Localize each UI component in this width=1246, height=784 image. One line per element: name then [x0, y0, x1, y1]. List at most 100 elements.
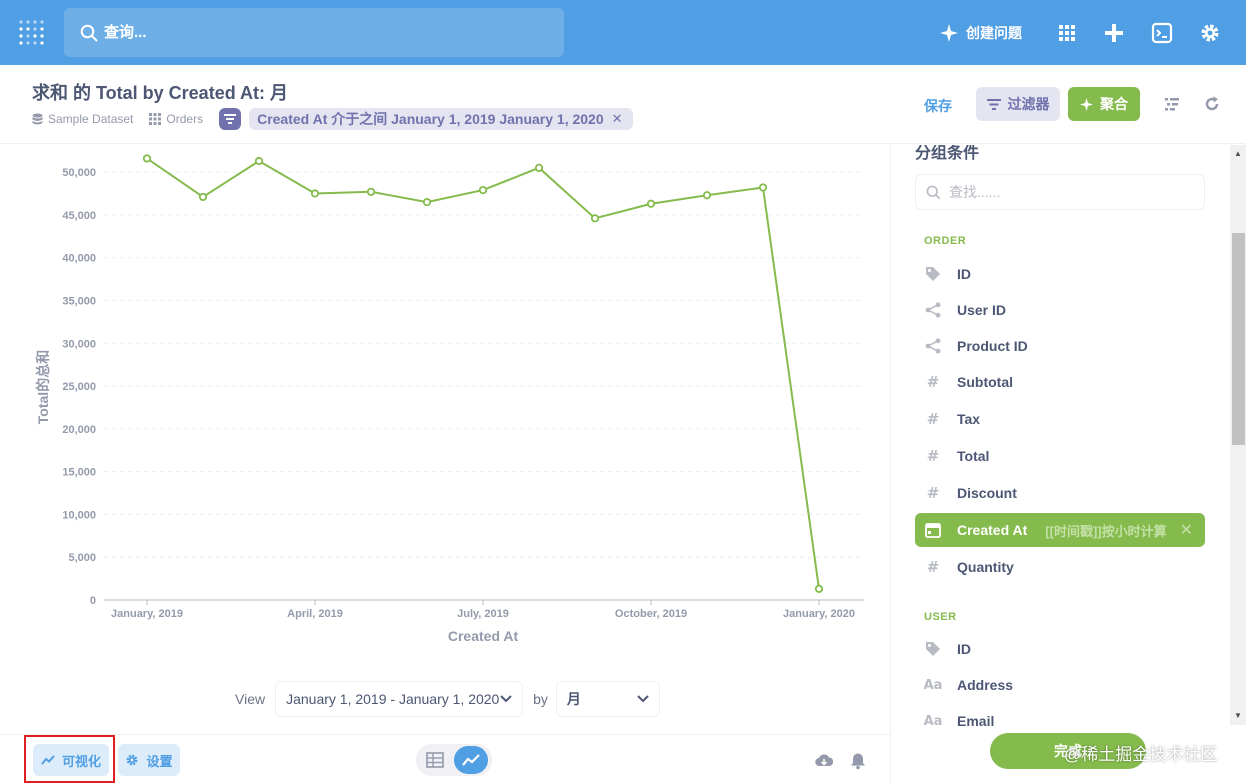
y-tick-label: 25,000 — [62, 381, 96, 393]
breadcrumb-dataset[interactable]: Sample Dataset — [32, 112, 133, 126]
time-unit-select[interactable]: 月 — [555, 681, 660, 717]
y-tick-label: 40,000 — [62, 253, 96, 265]
download-icon[interactable] — [815, 752, 833, 770]
new-question-button[interactable]: 创建问题 — [940, 21, 1022, 45]
string-icon: Aa — [923, 677, 943, 693]
field-label: ID — [957, 641, 971, 657]
sql-editor-icon[interactable] — [1151, 22, 1173, 44]
plus-icon[interactable] — [1103, 22, 1125, 44]
data-point — [310, 189, 320, 198]
page-title: 求和 的 Total by Created At: 月 — [32, 83, 289, 103]
summarize-button[interactable]: 聚合 — [1068, 87, 1140, 121]
refresh-icon[interactable] — [1204, 96, 1220, 112]
database-icon — [32, 113, 43, 125]
field-label: Product ID — [957, 338, 1028, 354]
chart-area: 0 5,000 10,000 15,000 20,000 25,000 30,000 35,0… — [0, 145, 890, 735]
field-label: Tax — [957, 411, 981, 427]
settings-button[interactable]: 设置 — [118, 744, 180, 776]
filter-icon — [986, 98, 1001, 110]
field-order-total[interactable]: # Total — [915, 439, 1205, 473]
tag-icon — [923, 265, 943, 283]
grid-apps-icon[interactable] — [1056, 22, 1078, 44]
section-user: USER — [924, 611, 957, 623]
y-tick-label: 50,000 — [62, 167, 96, 179]
tag-icon — [923, 640, 943, 658]
save-button[interactable]: 保存 — [924, 98, 952, 114]
visualization-button[interactable]: 可视化 — [33, 744, 109, 776]
field-user-address[interactable]: Aa Address — [915, 668, 1205, 702]
breadcrumb-table[interactable]: Orders — [149, 112, 203, 126]
data-point — [254, 156, 264, 166]
dataset-name: Sample Dataset — [48, 112, 134, 126]
date-range-value: January 1, 2019 - January 1, 2020 — [286, 691, 500, 707]
field-order-id[interactable]: ID — [915, 257, 1205, 291]
connections-icon — [923, 337, 943, 355]
field-label: Discount — [957, 485, 1017, 501]
field-order-discount[interactable]: # Discount — [915, 476, 1205, 510]
global-search[interactable] — [64, 8, 564, 57]
sparkle-icon — [1080, 97, 1093, 111]
table-icon[interactable] — [426, 751, 444, 769]
notebook-editor-icon[interactable] — [1164, 96, 1180, 112]
connections-icon — [923, 301, 943, 319]
field-order-created-at[interactable]: Created At [[时间戳]]按小时计算 ✕ — [915, 513, 1205, 547]
filter-button[interactable]: 过滤器 — [976, 87, 1060, 121]
field-order-quantity[interactable]: # Quantity — [915, 550, 1205, 584]
string-icon: Aa — [923, 713, 943, 729]
y-tick-label: 45,000 — [62, 210, 96, 222]
series-line — [146, 157, 820, 590]
x-tick-label: April, 2019 — [287, 608, 343, 620]
y-tick-label: 5,000 — [68, 552, 96, 564]
data-point — [758, 183, 768, 192]
line-chart[interactable]: 0 5,000 10,000 15,000 20,000 25,000 30,000 35,0… — [0, 145, 890, 665]
top-nav: 创建问题 — [0, 0, 1246, 65]
bell-icon[interactable] — [849, 752, 867, 770]
chevron-down-icon — [637, 695, 649, 703]
field-label: User ID — [957, 302, 1007, 318]
line-chart-icon — [462, 754, 480, 766]
field-label: Total — [957, 448, 990, 464]
field-order-user-id[interactable]: User ID — [915, 293, 1205, 327]
gear-icon[interactable] — [1199, 22, 1221, 44]
chart-toggle[interactable] — [454, 746, 488, 774]
data-point — [478, 185, 488, 195]
temporal-bucket[interactable]: [[时间戳]]按小时计算 — [1045, 523, 1167, 539]
scroll-thumb[interactable] — [1232, 233, 1245, 445]
sidebar-scrollbar[interactable]: ▲ ▼ — [1230, 145, 1246, 725]
search-input[interactable] — [104, 24, 544, 41]
filter-pill[interactable]: Created At 介于之间 January 1, 2019 January … — [249, 108, 633, 130]
data-point — [198, 192, 208, 202]
y-tick-label: 0 — [90, 595, 96, 607]
scroll-down-arrow[interactable]: ▼ — [1234, 711, 1242, 720]
close-icon[interactable]: ✕ — [611, 111, 623, 126]
sidebar-title: 分组条件 — [915, 145, 980, 162]
field-search-input[interactable] — [949, 184, 1189, 200]
filter-badge[interactable] — [219, 108, 242, 130]
field-user-id[interactable]: ID — [915, 632, 1205, 666]
x-tick-label: January, 2020 — [783, 608, 855, 620]
number-icon: # — [926, 410, 940, 428]
field-order-product-id[interactable]: Product ID — [915, 329, 1205, 363]
close-icon[interactable]: ✕ — [1179, 522, 1193, 539]
y-tick-label: 10,000 — [62, 509, 96, 521]
y-tick-label: 15,000 — [62, 467, 96, 479]
view-label: View — [235, 691, 266, 707]
data-point — [422, 197, 432, 207]
field-order-tax[interactable]: # Tax — [915, 402, 1205, 436]
y-tick-label: 20,000 — [62, 424, 96, 436]
table-grid-icon — [149, 113, 162, 125]
view-toggle[interactable] — [416, 744, 492, 776]
scroll-up-arrow[interactable]: ▲ — [1234, 149, 1242, 158]
x-tick-label: January, 2019 — [111, 608, 183, 620]
field-user-email[interactable]: Aa Email — [915, 704, 1205, 738]
field-order-subtotal[interactable]: # Subtotal — [915, 365, 1205, 399]
metabase-logo-icon[interactable] — [18, 18, 46, 48]
field-search[interactable] — [915, 174, 1205, 210]
done-button[interactable]: 完成 — [990, 733, 1146, 769]
number-icon: # — [926, 373, 940, 391]
date-range-select[interactable]: January 1, 2019 - January 1, 2020 — [275, 681, 524, 717]
settings-label: 设置 — [146, 753, 173, 769]
data-point — [646, 199, 656, 208]
x-axis-title: Created At — [448, 628, 519, 644]
table-name: Orders — [166, 112, 204, 126]
